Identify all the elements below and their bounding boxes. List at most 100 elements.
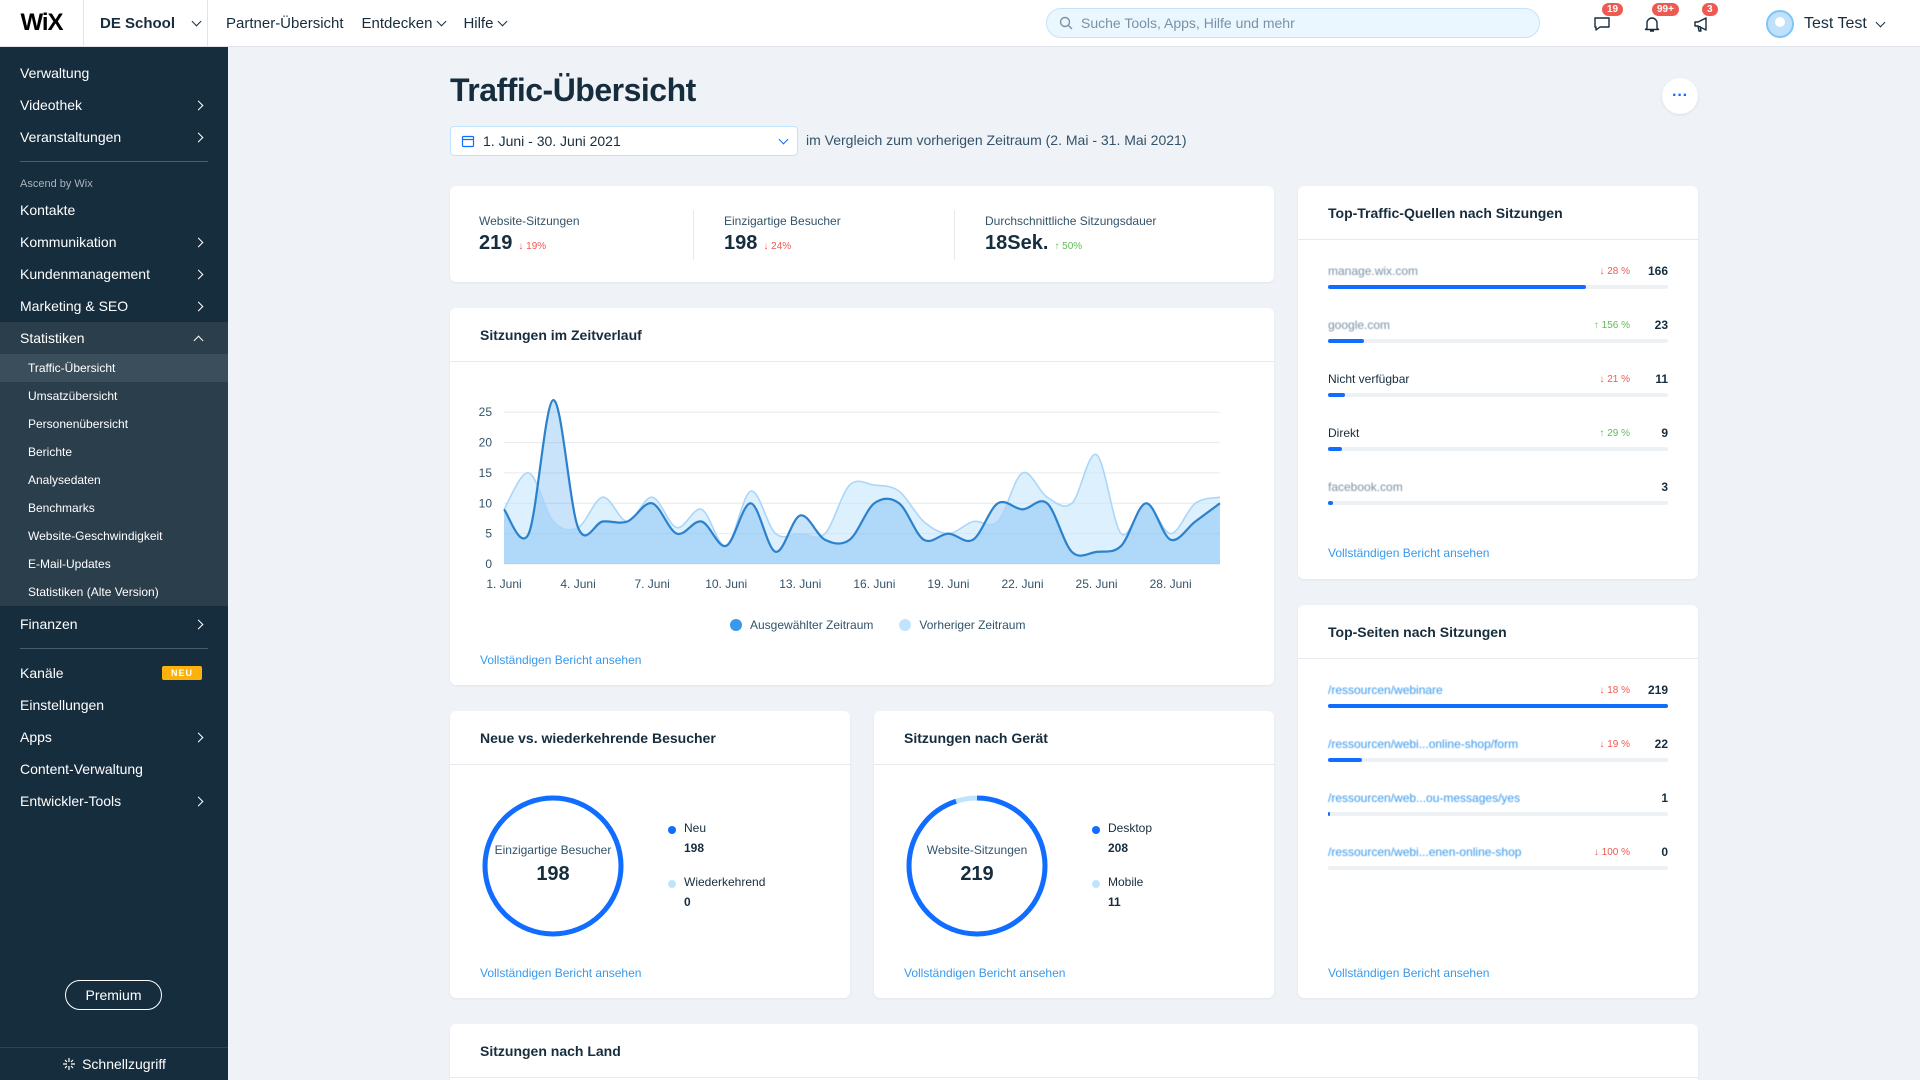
- search-input[interactable]: [1081, 15, 1521, 31]
- sidebar-section-label: Ascend by Wix: [20, 178, 93, 190]
- sidebar-sub-sales-overview[interactable]: Umsatzübersicht: [28, 389, 118, 403]
- top-page-row[interactable]: /ressourcen/webinare ↓ 18 % 219: [1328, 683, 1668, 708]
- chevron-right-icon: [193, 796, 204, 806]
- kpi-label: Durchschnittliche Sitzungsdauer: [985, 214, 1157, 228]
- row-change-value: 156 %: [1601, 319, 1630, 331]
- kpi-change: ↓ 19%: [518, 241, 547, 252]
- sidebar-sub-traffic-overview[interactable]: Traffic-Übersicht: [0, 354, 228, 382]
- sidebar-sub-site-speed[interactable]: Website-Geschwindigkeit: [28, 529, 163, 543]
- legend-label: Ausgewählter Zeitraum: [750, 618, 874, 632]
- donut-segment-desktop: [906, 795, 1048, 937]
- row-bar-track: [1328, 758, 1668, 762]
- traffic-source-row[interactable]: facebook.com 3: [1328, 480, 1668, 505]
- row-change-value: 100 %: [1601, 846, 1630, 858]
- kpi-change-value: 19%: [526, 241, 547, 252]
- series-area-previous: [504, 454, 1220, 564]
- legend-new: Neu 198: [668, 821, 706, 855]
- full-report-link[interactable]: Vollständigen Bericht ansehen: [1328, 546, 1490, 560]
- kpi-divider: [693, 210, 694, 260]
- sidebar-item-verwaltung[interactable]: Verwaltung: [0, 57, 228, 89]
- row-value: 0: [1661, 845, 1668, 859]
- traffic-source-row[interactable]: google.com ↑ 156 % 23: [1328, 318, 1668, 343]
- sidebar-item-label: Einstellungen: [20, 697, 105, 713]
- traffic-source-row[interactable]: Nicht verfügbar ↓ 21 % 11: [1328, 372, 1668, 397]
- sidebar-item-label: Entwickler-Tools: [20, 793, 122, 809]
- sidebar-sub-legacy-stats[interactable]: Statistiken (Alte Version): [28, 585, 159, 599]
- legend-dot: [899, 619, 912, 631]
- search-bar[interactable]: [1046, 8, 1540, 38]
- full-report-link[interactable]: Vollständigen Bericht ansehen: [1328, 966, 1490, 980]
- devices-donut: [906, 795, 1048, 937]
- traffic-source-row[interactable]: manage.wix.com ↓ 28 % 166: [1328, 264, 1668, 289]
- kpi-change-value: 50%: [1062, 241, 1083, 252]
- sidebar-sub-reports[interactable]: Berichte: [28, 445, 73, 459]
- row-bar-fill: [1328, 339, 1364, 343]
- legend-previous[interactable]: Vorheriger Zeitraum: [899, 618, 1025, 632]
- row-name[interactable]: /ressourcen/web...ou-messages/yes: [1328, 791, 1521, 805]
- announcements-button[interactable]: 3: [1690, 2, 1718, 36]
- sidebar-sub-email-updates[interactable]: E-Mail-Updates: [28, 557, 111, 571]
- site-switcher[interactable]: DE School: [84, 0, 208, 47]
- x-tick-label: 19. Juni: [927, 577, 969, 591]
- full-report-link[interactable]: Vollständigen Bericht ansehen: [480, 653, 642, 667]
- row-name[interactable]: /ressourcen/webi...enen-online-shop: [1328, 845, 1522, 859]
- row-name[interactable]: /ressourcen/webinare: [1328, 683, 1443, 697]
- notifications-button[interactable]: 99+: [1640, 2, 1679, 36]
- date-range-picker[interactable]: 1. Juni - 30. Juni 2021: [450, 126, 798, 156]
- sidebar-item-label: Content-Verwaltung: [20, 761, 143, 777]
- wix-logo[interactable]: WiX: [0, 0, 84, 47]
- sidebar-item-kundenmanagement[interactable]: Kundenmanagement: [0, 258, 228, 290]
- sidebar-item-label: Veranstaltungen: [20, 129, 122, 145]
- row-name: facebook.com: [1328, 480, 1403, 494]
- legend-label: Vorheriger Zeitraum: [919, 618, 1026, 632]
- full-report-link[interactable]: Vollständigen Bericht ansehen: [904, 966, 1066, 980]
- sessions-by-country-card: Sitzungen nach Land: [450, 1024, 1698, 1080]
- nav-discover[interactable]: Entdecken: [362, 15, 447, 32]
- sidebar-item-label: Kontakte: [20, 202, 76, 218]
- sidebar-item-developer-tools[interactable]: Entwickler-Tools: [0, 785, 228, 817]
- row-value: 3: [1661, 480, 1668, 494]
- top-page-row[interactable]: /ressourcen/webi...online-shop/form ↓ 19 …: [1328, 737, 1668, 762]
- sidebar-item-kanaele[interactable]: Kanäle NEU: [0, 657, 228, 689]
- sidebar-item-finanzen[interactable]: Finanzen: [0, 608, 228, 640]
- sidebar-sub-benchmarks[interactable]: Benchmarks: [28, 501, 95, 515]
- legend-current[interactable]: Ausgewählter Zeitraum: [730, 618, 873, 632]
- legend-value: 0: [684, 895, 691, 909]
- sidebar-item-marketing-seo[interactable]: Marketing & SEO: [0, 290, 228, 322]
- more-actions-button[interactable]: ···: [1662, 78, 1698, 114]
- sidebar-item-statistiken[interactable]: Statistiken: [0, 322, 228, 354]
- sidebar-item-label: Marketing & SEO: [20, 298, 129, 314]
- sidebar-item-apps[interactable]: Apps: [0, 721, 228, 753]
- row-name[interactable]: /ressourcen/webi...online-shop/form: [1328, 737, 1519, 751]
- full-report-link[interactable]: Vollständigen Bericht ansehen: [480, 966, 642, 980]
- chevron-down-icon: [436, 16, 447, 26]
- sidebar-item-kommunikation[interactable]: Kommunikation: [0, 226, 228, 258]
- sidebar-item-videothek[interactable]: Videothek: [0, 89, 228, 121]
- row-bar-fill: [1328, 285, 1587, 289]
- sidebar-item-kontakte[interactable]: Kontakte: [0, 194, 228, 226]
- sidebar-item-veranstaltungen[interactable]: Veranstaltungen: [0, 121, 228, 153]
- traffic-source-row[interactable]: Direkt ↑ 29 % 9: [1328, 426, 1668, 451]
- sidebar-item-content-manager[interactable]: Content-Verwaltung: [0, 753, 228, 785]
- sidebar-sub-analytics[interactable]: Analysedaten: [28, 473, 101, 487]
- top-page-row[interactable]: /ressourcen/web...ou-messages/yes 1: [1328, 791, 1668, 816]
- top-page-row[interactable]: /ressourcen/webi...enen-online-shop ↓ 100…: [1328, 845, 1668, 870]
- premium-button[interactable]: Premium: [65, 980, 162, 1010]
- row-change: ↓ 19 %: [1599, 738, 1630, 750]
- y-tick-label: 20: [479, 436, 493, 450]
- sidebar-sub-people-overview[interactable]: Personenübersicht: [28, 417, 129, 431]
- user-menu[interactable]: Test Test: [1766, 10, 1886, 38]
- page-title: Traffic-Übersicht: [450, 72, 696, 108]
- sidebar-item-einstellungen[interactable]: Einstellungen: [0, 689, 228, 721]
- quick-access-button[interactable]: Schnellzugriff: [0, 1047, 228, 1080]
- y-tick-label: 10: [479, 496, 493, 510]
- sessions-by-device-card: Sitzungen nach Gerät Website-Sitzungen 2…: [874, 711, 1274, 998]
- legend-label: Wiederkehrend: [684, 875, 766, 889]
- nav-help[interactable]: Hilfe: [463, 15, 508, 32]
- row-bar-fill: [1328, 758, 1362, 762]
- sparkle-icon: [63, 1058, 76, 1070]
- nav-partner-overview[interactable]: Partner-Übersicht: [226, 15, 344, 32]
- sidebar-divider: [20, 161, 208, 162]
- kpi-value: 18Sek.: [985, 232, 1049, 254]
- messages-button[interactable]: 19: [1590, 2, 1624, 36]
